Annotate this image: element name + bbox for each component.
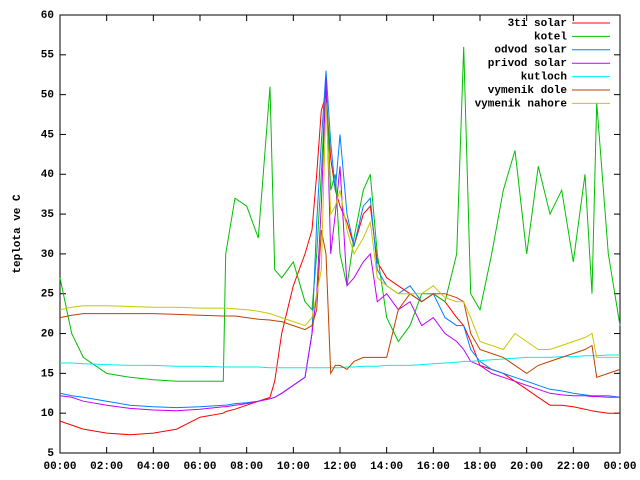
series-line (59, 78, 620, 412)
legend-label: kotel (534, 31, 567, 43)
x-tick-label: 18:00 (463, 461, 496, 473)
legend-label: odvod solar (494, 45, 567, 57)
x-tick-label: 12:00 (323, 461, 356, 473)
x-tick-label: 08:00 (230, 461, 263, 473)
legend-label: vymenik nahore (475, 98, 568, 110)
y-tick-label: 50 (41, 90, 54, 102)
y-tick-label: 40 (41, 169, 54, 181)
x-tick-label: 14:00 (370, 461, 403, 473)
legend-label: vymenik dole (488, 85, 568, 97)
y-tick-label: 20 (41, 328, 54, 340)
legend-label: privod solar (488, 58, 567, 70)
x-tick-label: 22:00 (557, 461, 590, 473)
y-tick-label: 25 (41, 289, 55, 301)
x-tick-label: 16:00 (417, 461, 450, 473)
y-tick-label: 60 (41, 10, 54, 22)
y-tick-label: 10 (41, 408, 54, 420)
y-tick-label: 30 (41, 249, 54, 261)
series-line (59, 70, 621, 409)
y-tick-label: 55 (41, 50, 55, 62)
series-line (59, 46, 621, 382)
y-tick-label: 35 (41, 209, 55, 221)
x-tick-label: 06:00 (183, 461, 216, 473)
series-line (59, 102, 620, 358)
legend-label: 3ti solar (508, 18, 567, 30)
series-line (59, 94, 620, 436)
x-tick-label: 04:00 (137, 461, 170, 473)
x-tick-label: 02:00 (90, 461, 123, 473)
x-tick-label: 00:00 (603, 461, 636, 473)
x-tick-label: 00:00 (43, 461, 76, 473)
x-tick-label: 10:00 (277, 461, 310, 473)
legend-label: kutloch (521, 72, 567, 84)
y-tick-label: 45 (41, 129, 55, 141)
y-axis-label: teplota ve C (12, 194, 24, 274)
y-tick-label: 15 (41, 368, 55, 380)
y-tick-label: 5 (47, 448, 54, 460)
x-tick-label: 20:00 (510, 461, 543, 473)
series-line (59, 229, 621, 378)
series-line (60, 354, 620, 369)
